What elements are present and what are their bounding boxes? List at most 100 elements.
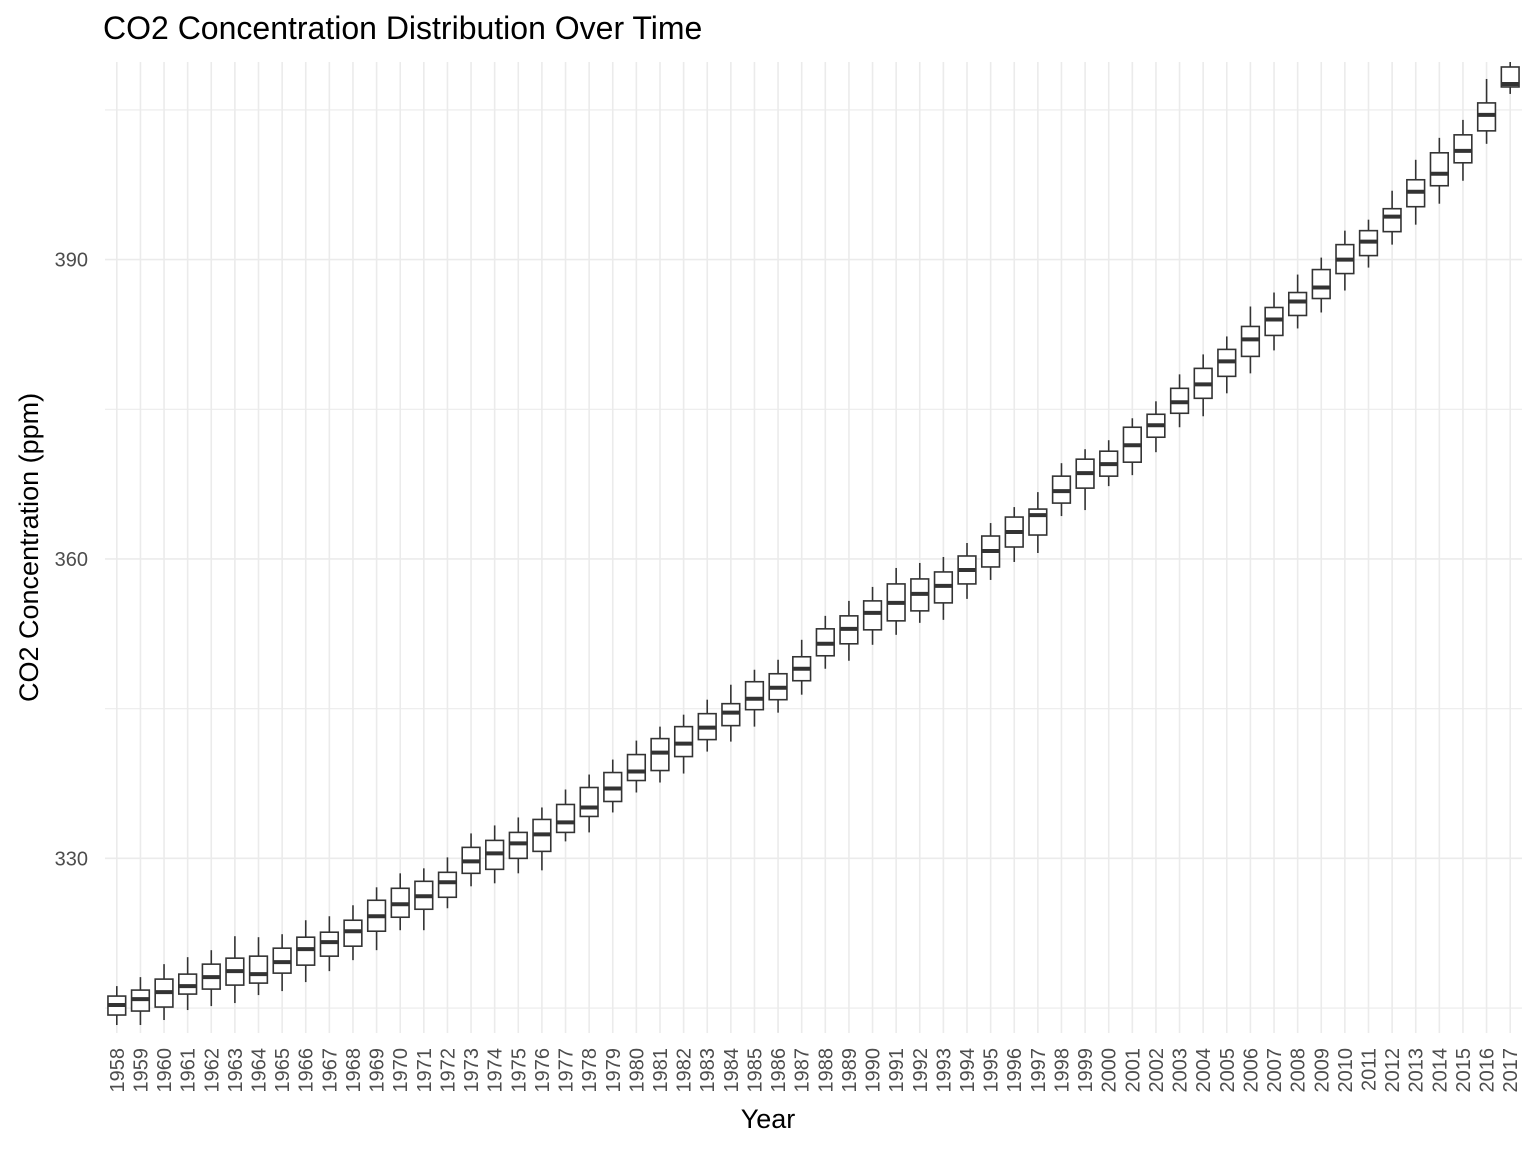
- y-tick-label: 360: [55, 549, 88, 571]
- box-iqr: [744, 680, 765, 711]
- x-tick-label: 1971: [414, 1048, 436, 1093]
- box-layer: [107, 62, 1520, 1026]
- box-1974: [485, 825, 505, 884]
- x-tick-label: 1983: [697, 1048, 719, 1093]
- box-iqr: [626, 753, 647, 782]
- box-2010: [1335, 230, 1355, 291]
- box-2005: [1217, 336, 1237, 394]
- box-2017: [1500, 62, 1520, 94]
- x-tick-label: 2016: [1477, 1048, 1499, 1093]
- x-axis-title: Year: [740, 1104, 796, 1134]
- x-tick-label: 1976: [532, 1048, 554, 1093]
- x-tick-label: 1967: [319, 1048, 341, 1093]
- x-tick-label: 1972: [437, 1048, 459, 1093]
- box-2014: [1429, 137, 1449, 204]
- box-1986: [768, 659, 788, 713]
- box-2015: [1453, 119, 1473, 181]
- x-tick-label: 1970: [390, 1048, 412, 1093]
- box-1994: [957, 543, 977, 599]
- x-tick-label: 1979: [603, 1048, 625, 1093]
- box-2002: [1146, 401, 1166, 453]
- box-1985: [744, 669, 765, 727]
- x-tick-label: 1994: [957, 1048, 979, 1093]
- x-tick-label: 1985: [744, 1048, 766, 1093]
- box-1968: [343, 905, 363, 961]
- box-1959: [130, 977, 151, 1026]
- box-1963: [225, 936, 245, 1004]
- x-tick-label: 2006: [1240, 1048, 1262, 1093]
- x-tick-label: 1962: [201, 1048, 223, 1093]
- x-tick-label: 2017: [1500, 1048, 1522, 1093]
- box-2016: [1476, 78, 1497, 144]
- x-tick-label: 2008: [1288, 1048, 1310, 1093]
- box-1961: [178, 957, 198, 1011]
- box-2008: [1287, 274, 1308, 329]
- x-tick-label: 1996: [1004, 1048, 1026, 1093]
- x-tick-label: 2007: [1264, 1048, 1286, 1093]
- box-iqr: [579, 786, 599, 818]
- x-tick-label: 1977: [556, 1048, 578, 1093]
- box-1992: [910, 562, 930, 623]
- box-1972: [437, 857, 458, 909]
- box-2003: [1169, 374, 1190, 428]
- x-tick-label: 1986: [768, 1048, 790, 1093]
- box-1970: [390, 873, 410, 931]
- x-tick-label: 2004: [1193, 1048, 1215, 1093]
- box-iqr: [862, 600, 883, 631]
- x-tick-label: 1968: [343, 1048, 365, 1093]
- x-tick-label: 1973: [461, 1048, 483, 1093]
- x-tick-label: 1978: [579, 1048, 601, 1093]
- box-1989: [839, 600, 859, 661]
- box-1997: [1028, 492, 1048, 553]
- box-iqr: [1028, 508, 1048, 536]
- x-tick-label: 2013: [1406, 1048, 1428, 1093]
- box-1976: [532, 807, 552, 871]
- box-iqr: [1429, 152, 1449, 187]
- box-2000: [1099, 440, 1119, 487]
- box-2007: [1264, 292, 1284, 351]
- x-tick-label: 2003: [1170, 1048, 1192, 1093]
- x-tick-label: 1963: [225, 1048, 247, 1093]
- x-tick-label: 2009: [1311, 1048, 1333, 1093]
- box-1980: [626, 740, 647, 793]
- box-1962: [201, 950, 221, 1007]
- box-1973: [461, 833, 481, 887]
- box-1983: [697, 699, 717, 752]
- box-1969: [366, 887, 387, 951]
- x-tick-label: 2011: [1358, 1048, 1380, 1091]
- x-tick-label: 2002: [1146, 1048, 1168, 1093]
- x-tick-label: 1989: [839, 1048, 861, 1093]
- box-1966: [296, 920, 316, 983]
- x-tick-label: 1982: [674, 1048, 696, 1093]
- box-iqr: [248, 955, 269, 984]
- x-tick-label: 1959: [130, 1048, 152, 1093]
- x-tick-label: 1965: [272, 1048, 294, 1093]
- x-tick-label: 1997: [1028, 1048, 1050, 1093]
- box-1964: [248, 937, 269, 996]
- box-1967: [319, 916, 340, 972]
- chart-title: CO2 Concentration Distribution Over Time: [103, 10, 703, 46]
- x-tick-label: 2005: [1217, 1048, 1239, 1093]
- box-1971: [414, 868, 434, 931]
- y-tick-label: 330: [55, 848, 88, 870]
- x-tick-label: 2015: [1453, 1048, 1475, 1093]
- x-tick-label: 1984: [721, 1048, 743, 1093]
- box-2004: [1193, 354, 1213, 417]
- box-iqr: [437, 871, 458, 899]
- y-tick-labels: 330 360 390: [55, 250, 88, 871]
- y-axis-title: CO2 Concentration (ppm): [14, 392, 44, 702]
- box-1995: [980, 523, 1001, 580]
- x-tick-label: 2014: [1429, 1048, 1451, 1093]
- box-1999: [1075, 449, 1095, 511]
- box-1981: [650, 726, 670, 783]
- x-tick-label: 1966: [296, 1048, 318, 1093]
- box-1991: [886, 567, 906, 635]
- box-iqr: [555, 803, 576, 834]
- box-iqr: [1382, 207, 1402, 233]
- box-1988: [815, 615, 835, 669]
- box-2006: [1240, 306, 1261, 374]
- box-2001: [1122, 418, 1142, 476]
- box-1993: [933, 556, 954, 620]
